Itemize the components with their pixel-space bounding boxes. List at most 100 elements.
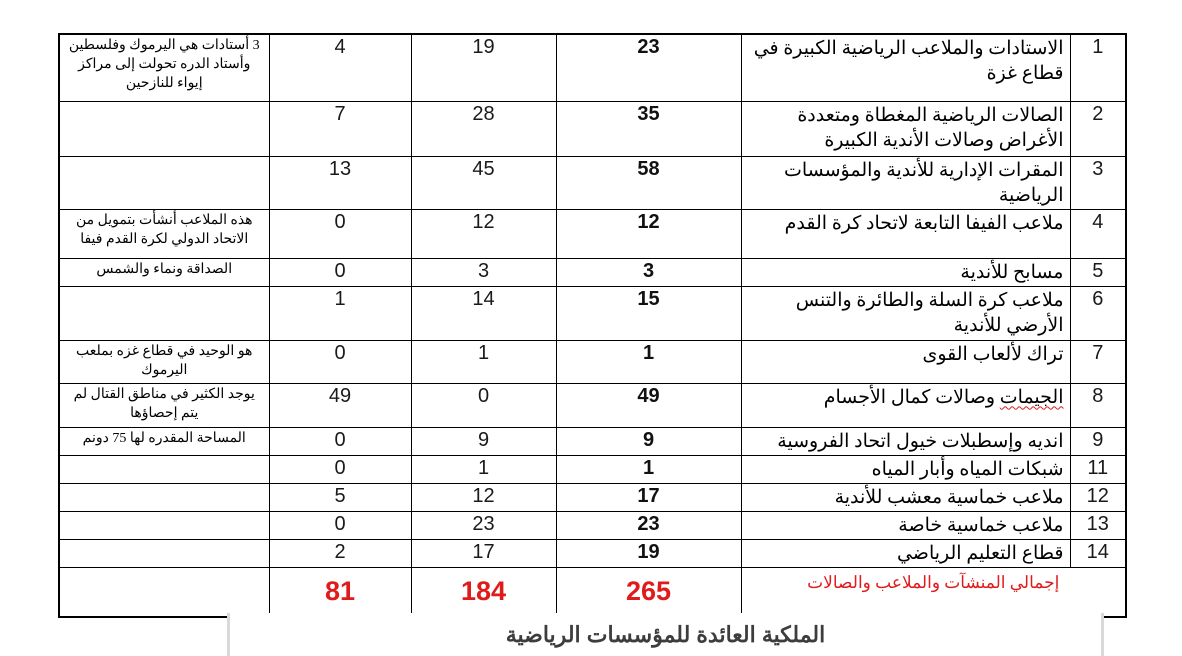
- totals-col3-cell: 81: [268, 566, 412, 618]
- count-col2-cell: 45: [410, 155, 557, 210]
- count-col3-cell: 0: [268, 426, 412, 456]
- table-row: 9 انديه وإسطبلات خيول اتحاد الفروسية 9 9…: [58, 426, 1127, 456]
- count-col2-cell: 9: [410, 426, 557, 456]
- total-count-cell: 17: [555, 482, 742, 512]
- count-col2-cell: 12: [410, 208, 557, 259]
- description-text: ملاعب كرة السلة والطائرة والتنس الأرضي ل…: [795, 289, 1064, 336]
- sports-facilities-table: 1 الاستادات والملاعب الرياضية الكبيرة في…: [58, 33, 1127, 618]
- count-col2-cell: 19: [410, 33, 557, 102]
- description-text: قطاع التعليم الرياضي: [896, 542, 1064, 564]
- total-count-cell: 15: [555, 285, 742, 341]
- facility-description-cell: قطاع التعليم الرياضي: [740, 538, 1071, 568]
- table-row: 14 قطاع التعليم الرياضي 19 17 2: [58, 538, 1127, 568]
- note-cell: [58, 482, 270, 512]
- note-cell: [58, 100, 270, 157]
- description-text: الاستادات والملاعب الرياضية الكبيرة في ق…: [753, 38, 1064, 84]
- totals-row: إجمالي المنشآت والملاعب والصالات 265 184…: [58, 566, 1127, 618]
- row-number-cell: 11: [1069, 454, 1127, 484]
- description-text: ملاعب خماسية معشب للأندية: [834, 486, 1064, 508]
- slide-edge-strip: الملكية العائدة للمؤسسات الرياضية: [227, 613, 1104, 656]
- row-number-cell: 5: [1069, 257, 1127, 287]
- count-col3-cell: 1: [268, 285, 412, 341]
- facilities-table-body: 1 الاستادات والملاعب الرياضية الكبيرة في…: [58, 33, 1127, 618]
- note-cell: 3 أستادات هي اليرموك وفلسطين وأستاد الدر…: [58, 33, 270, 102]
- row-number-cell: 13: [1069, 510, 1127, 540]
- facility-description-cell: الصالات الرياضية المغطاة ومتعددة الأغراض…: [740, 100, 1071, 157]
- facility-description-cell: المقرات الإدارية للأندية والمؤسسات الريا…: [740, 155, 1071, 210]
- table-row: 3 المقرات الإدارية للأندية والمؤسسات الر…: [58, 155, 1127, 210]
- facility-description-cell: ملاعب كرة السلة والطائرة والتنس الأرضي ل…: [740, 285, 1071, 341]
- note-cell: [58, 510, 270, 540]
- description-text: مسابح للأندية: [960, 261, 1064, 283]
- count-col3-cell: 7: [268, 100, 412, 157]
- count-col2-cell: 28: [410, 100, 557, 157]
- count-col2-cell: 1: [410, 454, 557, 484]
- note-cell: الصداقة ونماء والشمس: [58, 257, 270, 287]
- row-number-cell: 9: [1069, 426, 1127, 456]
- count-col2-cell: 1: [410, 339, 557, 384]
- count-col2-cell: 3: [410, 257, 557, 287]
- row-number-cell: 4: [1069, 208, 1127, 259]
- description-text: الصالات الرياضية المغطاة ومتعددة الأغراض…: [797, 104, 1064, 151]
- note-cell: يوجد الكثير في مناطق القتال لم يتم إحصاؤ…: [58, 382, 270, 428]
- description-text: شبكات المياه وأبار المياه: [871, 458, 1064, 480]
- facility-description-cell: الجيمات وصالات كمال الأجسام: [740, 382, 1071, 428]
- count-col3-cell: 49: [268, 382, 412, 428]
- facility-description-cell: الاستادات والملاعب الرياضية الكبيرة في ق…: [740, 33, 1071, 102]
- description-text: المقرات الإدارية للأندية والمؤسسات الريا…: [783, 159, 1064, 206]
- table-row: 7 تراك لألعاب القوى 1 1 0 هو الوحيد في ق…: [58, 339, 1127, 384]
- count-col3-cell: 0: [268, 339, 412, 384]
- table-row: 4 ملاعب الفيفا التابعة لاتحاد كرة القدم …: [58, 208, 1127, 259]
- facility-description-cell: انديه وإسطبلات خيول اتحاد الفروسية: [740, 426, 1071, 456]
- total-count-cell: 12: [555, 208, 742, 259]
- total-count-cell: 49: [555, 382, 742, 428]
- total-count-cell: 23: [555, 510, 742, 540]
- count-col3-cell: 0: [268, 454, 412, 484]
- count-col3-cell: 2: [268, 538, 412, 568]
- count-col2-cell: 0: [410, 382, 557, 428]
- count-col3-cell: 13: [268, 155, 412, 210]
- row-number-cell: 6: [1069, 285, 1127, 341]
- total-count-cell: 19: [555, 538, 742, 568]
- row-number-cell: 8: [1069, 382, 1127, 428]
- table-row: 8 الجيمات وصالات كمال الأجسام 49 0 49 يو…: [58, 382, 1127, 428]
- note-cell: [58, 454, 270, 484]
- description-text: تراك لألعاب القوى: [922, 343, 1064, 365]
- description-text: ملاعب الفيفا التابعة لاتحاد كرة القدم: [784, 212, 1064, 234]
- table-row: 12 ملاعب خماسية معشب للأندية 17 12 5: [58, 482, 1127, 512]
- description-text: ملاعب خماسية خاصة: [898, 514, 1064, 536]
- totals-label-cell: إجمالي المنشآت والملاعب والصالات: [740, 566, 1127, 618]
- table-row: 11 شبكات المياه وأبار المياه 1 1 0: [58, 454, 1127, 484]
- table-row: 6 ملاعب كرة السلة والطائرة والتنس الأرضي…: [58, 285, 1127, 341]
- row-number-cell: 14: [1069, 538, 1127, 568]
- facility-description-cell: مسابح للأندية: [740, 257, 1071, 287]
- total-count-cell: 1: [555, 454, 742, 484]
- count-col3-cell: 5: [268, 482, 412, 512]
- table-row: 1 الاستادات والملاعب الرياضية الكبيرة في…: [58, 33, 1127, 102]
- total-count-cell: 1: [555, 339, 742, 384]
- count-col3-cell: 0: [268, 257, 412, 287]
- note-cell: المساحة المقدره لها 75 دونم: [58, 426, 270, 456]
- facility-description-cell: تراك لألعاب القوى: [740, 339, 1071, 384]
- total-count-cell: 23: [555, 33, 742, 102]
- row-number-cell: 7: [1069, 339, 1127, 384]
- totals-grand-cell: 265: [555, 566, 742, 618]
- count-col3-cell: 0: [268, 208, 412, 259]
- misspelled-word: الجيمات: [999, 386, 1064, 408]
- table-row: 13 ملاعب خماسية خاصة 23 23 0: [58, 510, 1127, 540]
- total-count-cell: 9: [555, 426, 742, 456]
- note-cell: هذه الملاعب أنشأت بتمويل من الاتحاد الدو…: [58, 208, 270, 259]
- facility-description-cell: ملاعب خماسية معشب للأندية: [740, 482, 1071, 512]
- count-col2-cell: 14: [410, 285, 557, 341]
- description-text: وصالات كمال الأجسام: [823, 386, 996, 408]
- row-number-cell: 1: [1069, 33, 1127, 102]
- count-col3-cell: 0: [268, 510, 412, 540]
- facility-description-cell: شبكات المياه وأبار المياه: [740, 454, 1071, 484]
- count-col2-cell: 23: [410, 510, 557, 540]
- description-text: انديه وإسطبلات خيول اتحاد الفروسية: [777, 430, 1064, 452]
- total-count-cell: 35: [555, 100, 742, 157]
- count-col2-cell: 17: [410, 538, 557, 568]
- note-cell: [58, 538, 270, 568]
- facility-description-cell: ملاعب الفيفا التابعة لاتحاد كرة القدم: [740, 208, 1071, 259]
- row-number-cell: 12: [1069, 482, 1127, 512]
